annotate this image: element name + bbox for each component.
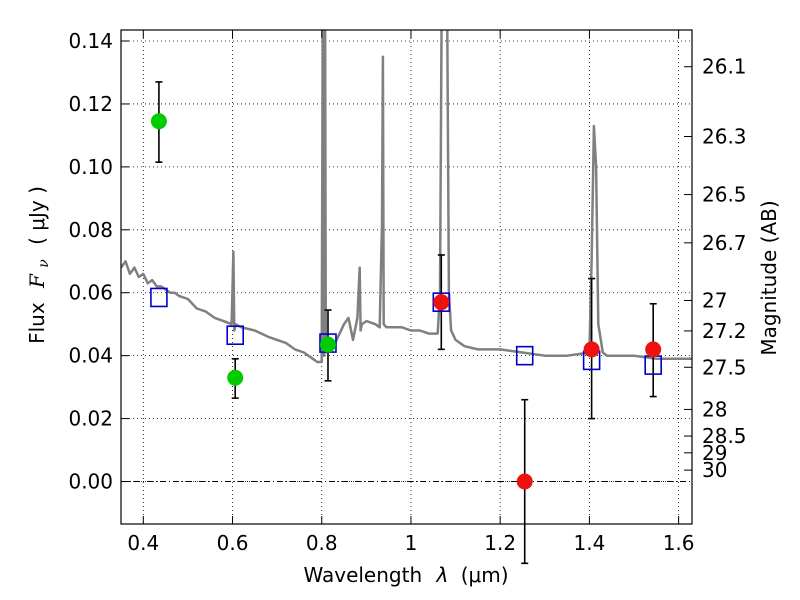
- model-point: [515, 345, 534, 366]
- magnitude-tick-label: 27: [702, 288, 727, 312]
- y-tick-label: 0.00: [68, 470, 113, 494]
- plot-frame: [120, 29, 693, 525]
- x-tick-label: 0.6: [217, 531, 249, 555]
- model-point: [150, 287, 168, 308]
- magnitude-axis-label: Magnitude (AB): [757, 200, 781, 355]
- y-tick-label: 0.14: [68, 29, 113, 53]
- y-tick-label: 0.08: [68, 218, 113, 242]
- y-axis-label: Flux F ν ( μJy ): [25, 186, 53, 344]
- magnitude-tick-label: 30: [702, 458, 727, 482]
- plot-area: [121, 30, 692, 364]
- spectrum-line: [121, 30, 692, 364]
- y-tick-label: 0.12: [68, 92, 113, 116]
- infrared-point: [645, 341, 662, 358]
- x-tick-label: 1.6: [663, 531, 695, 555]
- y-tick-label: 0.04: [68, 344, 113, 368]
- x-tick-label: 0.8: [306, 531, 338, 555]
- y-label-unit: ( μJy ): [25, 186, 49, 245]
- x-label-unit: (μm): [461, 563, 509, 587]
- y-tick-label: 0.10: [68, 155, 113, 179]
- y-tick-label: 0.02: [68, 407, 113, 431]
- y-tick-label: 0.06: [68, 281, 113, 305]
- x-axis-label: Wavelength λ (μm): [303, 563, 508, 587]
- magnitude-tick-label: 28.5: [702, 424, 747, 448]
- infrared-point: [433, 294, 450, 311]
- y-axis: 0.00 0.02 0.04 0.06 0.08 0.10 0.12 0.14: [68, 29, 129, 494]
- model-point: [226, 325, 244, 346]
- magnitude-tick-label: 27.5: [702, 355, 747, 379]
- markers: [150, 113, 662, 490]
- magnitude-tick-label: 28: [702, 397, 727, 421]
- optical-point: [319, 336, 336, 353]
- x-axis: 0.4 0.6 0.8 1 1.2 1.4 1.6: [127, 30, 695, 555]
- optical-point: [227, 369, 244, 386]
- grid: [121, 30, 692, 524]
- y-label-symbol: F: [25, 273, 49, 289]
- magnitude-tick-label: 26.5: [702, 183, 747, 207]
- y-label-prefix: Flux: [25, 302, 49, 344]
- magnitude-tick-label: 27.2: [702, 319, 747, 343]
- optical-point: [150, 113, 167, 130]
- magnitude-tick-label: 26.1: [702, 55, 747, 79]
- x-tick-label: 1: [405, 531, 418, 555]
- x-tick-label: 1.2: [484, 531, 516, 555]
- infrared-point: [583, 341, 600, 358]
- magnitude-tick-label: 29: [702, 441, 727, 465]
- x-tick-label: 1.4: [573, 531, 605, 555]
- x-label-prefix: Wavelength: [303, 563, 422, 587]
- infrared-point: [516, 473, 533, 490]
- magnitude-tick-label: 26.3: [702, 125, 747, 149]
- x-label-symbol: λ: [436, 563, 449, 587]
- x-tick-label: 0.4: [127, 531, 159, 555]
- y-label-subscript: ν: [36, 259, 52, 268]
- magnitude-tick-label: 26.7: [702, 231, 747, 255]
